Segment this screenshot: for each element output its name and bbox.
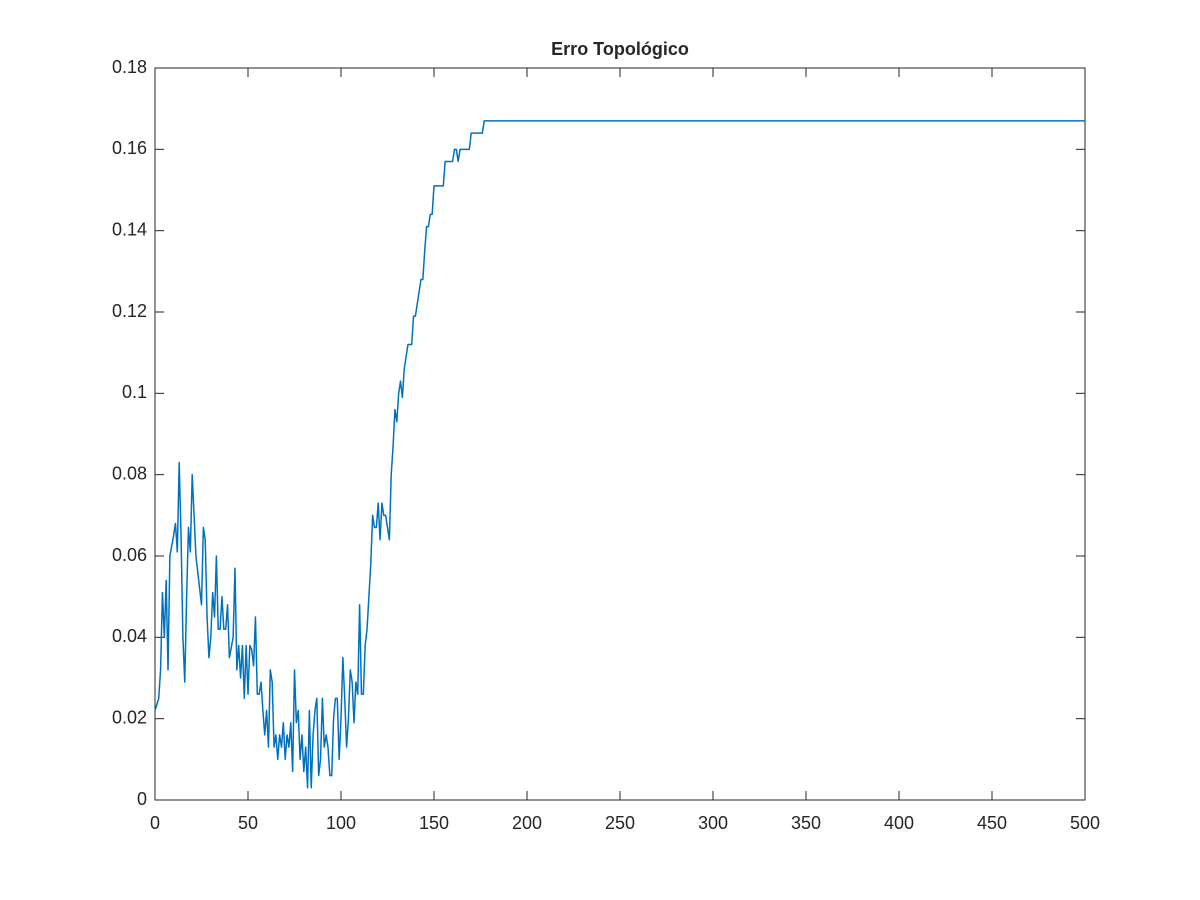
- x-tick-label: 500: [1070, 813, 1100, 833]
- y-tick-label: 0.04: [112, 626, 147, 646]
- x-tick-label: 450: [977, 813, 1007, 833]
- x-tick-label: 50: [238, 813, 258, 833]
- data-line: [154, 120, 1085, 789]
- chart-title: Erro Topológico: [551, 39, 689, 59]
- y-tick-label: 0.08: [112, 463, 147, 483]
- y-tick-label: 0.06: [112, 545, 147, 565]
- x-tick-label: 0: [150, 813, 160, 833]
- x-tick-label: 250: [605, 813, 635, 833]
- y-tick-label: 0.18: [112, 57, 147, 77]
- x-tick-label: 200: [512, 813, 542, 833]
- y-tick-label: 0.12: [112, 301, 147, 321]
- x-tick-label: 300: [698, 813, 728, 833]
- y-tick-label: 0: [137, 789, 147, 809]
- x-tick-label: 350: [791, 813, 821, 833]
- x-tick-label: 100: [326, 813, 356, 833]
- y-tick-label: 0.1: [122, 382, 147, 402]
- x-tick-label: 150: [419, 813, 449, 833]
- y-tick-label: 0.14: [112, 219, 147, 239]
- y-tick-label: 0.02: [112, 707, 147, 727]
- x-tick-label: 400: [884, 813, 914, 833]
- y-tick-label: 0.16: [112, 138, 147, 158]
